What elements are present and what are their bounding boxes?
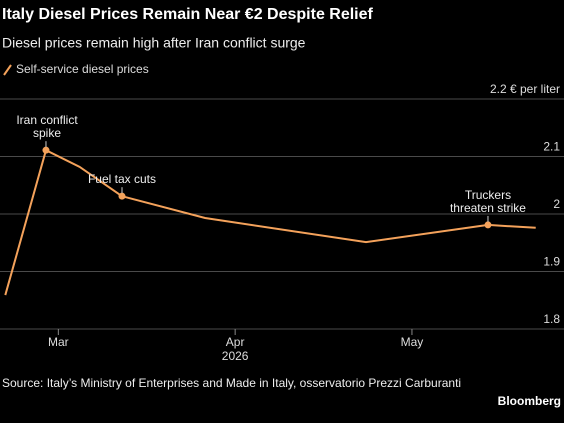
- y-tick-label: 2.2 € per liter: [490, 82, 560, 96]
- x-tick-label: Mar: [48, 335, 69, 349]
- chart-title: Italy Diesel Prices Remain Near €2 Despi…: [2, 6, 374, 23]
- x-tick-label: May: [401, 335, 424, 349]
- x-axis-label: 2026: [222, 349, 249, 363]
- annotation: Fuel tax cuts: [87, 172, 156, 187]
- legend-swatch: [3, 64, 12, 76]
- y-tick-label: 2.1: [543, 140, 560, 154]
- annotation: Truckers threaten strike: [449, 187, 526, 215]
- x-tick-label: Apr: [226, 335, 245, 349]
- source: Source: Italy’s Ministry of Enterprises …: [2, 376, 461, 390]
- y-tick-label: 1.9: [543, 255, 560, 269]
- y-tick-label: 1.8: [543, 312, 560, 326]
- annotated-point: [484, 221, 492, 229]
- legend-label: Self-service diesel prices: [16, 62, 149, 76]
- y-tick-label: 2: [553, 197, 560, 211]
- annotation: Iran conflict spike: [16, 113, 78, 141]
- brand: Bloomberg: [498, 394, 561, 408]
- chart-subtitle: Diesel prices remain high after Iran con…: [2, 35, 306, 51]
- annotated-point: [42, 146, 50, 154]
- annotated-point: [118, 192, 126, 200]
- series-line: [4, 148, 536, 296]
